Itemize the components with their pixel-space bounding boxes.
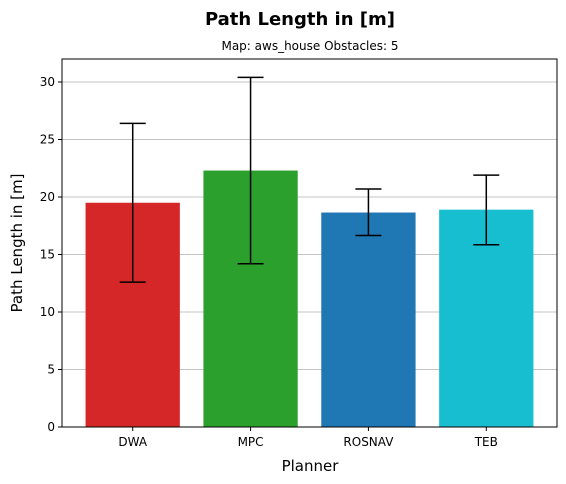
x-axis-label: Planner <box>282 457 340 475</box>
error-bars <box>119 76 500 283</box>
y-tick-label: 15 <box>40 248 55 262</box>
y-tick-label: 20 <box>40 190 55 204</box>
y-tick-label: 10 <box>40 305 55 319</box>
y-tick-label: 30 <box>40 75 55 89</box>
x-tick-label: ROSNAV <box>343 435 394 449</box>
y-axis-label: Path Length in [m] <box>8 174 26 313</box>
x-tick-label: TEB <box>474 435 498 449</box>
bar-rosnav <box>321 212 416 427</box>
bars <box>85 170 534 428</box>
bar-teb <box>439 209 534 427</box>
y-tick-label: 5 <box>47 363 55 377</box>
y-axis-ticks: 0 5 10 15 20 25 30 <box>40 75 62 434</box>
x-tick-label: DWA <box>118 435 147 449</box>
x-axis-ticks: DWA MPC ROSNAV TEB <box>118 427 498 449</box>
y-tick-label: 0 <box>47 420 55 434</box>
chart-subtitle: Map: aws_house Obstacles: 5 <box>221 39 398 53</box>
x-tick-label: MPC <box>238 435 264 449</box>
plot-frame <box>61 58 558 428</box>
chart-title: Path Length in [m] <box>205 9 395 30</box>
y-tick-label: 25 <box>40 133 55 147</box>
